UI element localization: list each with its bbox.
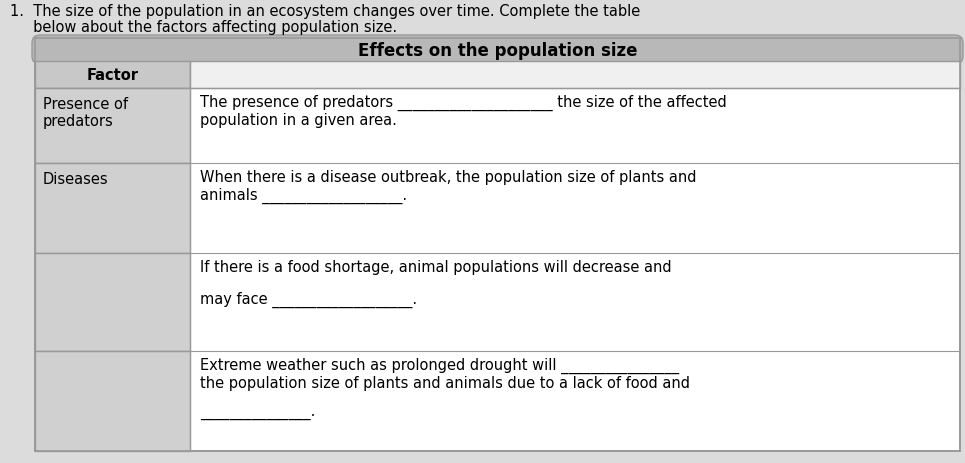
Text: population in a given area.: population in a given area. bbox=[200, 113, 397, 128]
Bar bbox=[35, 39, 960, 451]
Text: The presence of predators _____________________ the size of the affected: The presence of predators ______________… bbox=[200, 95, 727, 111]
FancyBboxPatch shape bbox=[32, 36, 963, 65]
Text: Factor: Factor bbox=[87, 68, 139, 83]
Bar bbox=[190, 62, 960, 89]
Text: below about the factors affecting population size.: below about the factors affecting popula… bbox=[10, 20, 398, 35]
Text: _______________.: _______________. bbox=[200, 405, 316, 420]
Bar bbox=[35, 39, 960, 451]
Bar bbox=[35, 163, 190, 253]
Text: Presence of
predators: Presence of predators bbox=[43, 97, 128, 129]
Text: Extreme weather such as prolonged drought will ________________: Extreme weather such as prolonged drough… bbox=[200, 357, 679, 373]
Text: the population size of plants and animals due to a lack of food and: the population size of plants and animal… bbox=[200, 375, 690, 390]
Text: Diseases: Diseases bbox=[43, 172, 109, 187]
Bar bbox=[35, 253, 190, 351]
Text: may face ___________________.: may face ___________________. bbox=[200, 291, 417, 307]
Text: animals ___________________.: animals ___________________. bbox=[200, 188, 407, 204]
Text: If there is a food shortage, animal populations will decrease and: If there is a food shortage, animal popu… bbox=[200, 259, 672, 275]
Text: 1.  The size of the population in an ecosystem changes over time. Complete the t: 1. The size of the population in an ecos… bbox=[10, 4, 640, 19]
Text: When there is a disease outbreak, the population size of plants and: When there is a disease outbreak, the po… bbox=[200, 169, 697, 185]
Bar bbox=[35, 351, 190, 451]
Text: Effects on the population size: Effects on the population size bbox=[358, 41, 637, 59]
Bar bbox=[35, 62, 190, 89]
Bar bbox=[35, 89, 190, 163]
